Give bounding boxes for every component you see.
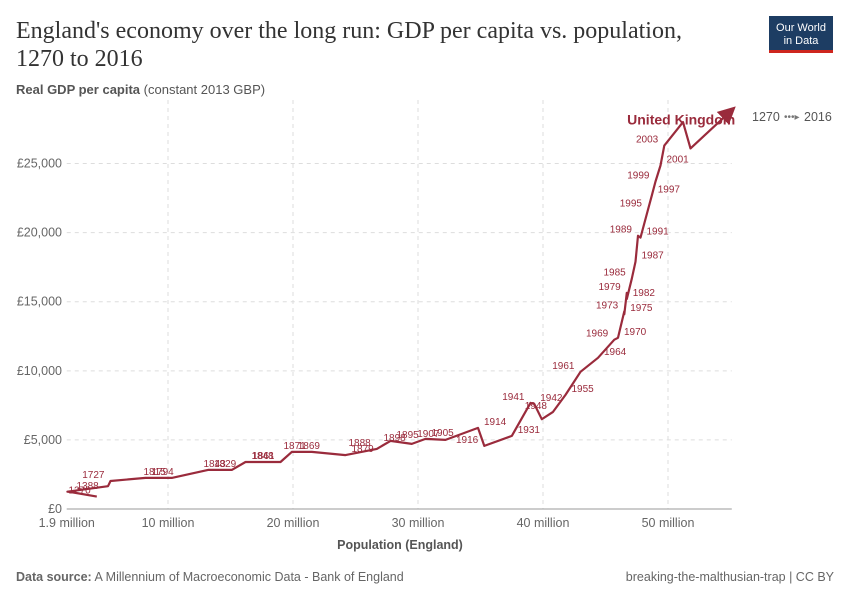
data-label: 1964	[604, 347, 627, 358]
y-tick-label: £15,000	[17, 295, 62, 309]
logo-bar	[769, 50, 833, 53]
data-label: 1969	[586, 329, 609, 340]
data-label: 1898	[384, 433, 407, 444]
footer-right: breaking-the-malthusian-trap | CC BY	[626, 570, 835, 584]
logo-text: Our World	[776, 22, 826, 34]
x-tick-label: 30 million	[392, 516, 445, 530]
data-label: 1879	[352, 444, 375, 455]
data-label: 1388	[77, 481, 100, 492]
data-label: 1270	[69, 486, 92, 497]
data-label: 1985	[604, 268, 627, 279]
data-label: 1829	[214, 459, 237, 470]
x-tick-label: 50 million	[642, 516, 695, 530]
y-tick-label: £5,000	[24, 433, 62, 447]
data-label: 2003	[636, 135, 659, 146]
data-label: 1916	[456, 435, 479, 446]
data-label: 1997	[658, 185, 681, 196]
y-tick-label: £25,000	[17, 157, 62, 171]
data-label: 1931	[518, 425, 541, 436]
y-tick-label: £20,000	[17, 226, 62, 240]
series-line	[66, 106, 736, 498]
data-label: 1973	[596, 300, 619, 311]
data-label: 1843	[204, 459, 227, 470]
data-label: 1794	[152, 467, 175, 478]
data-label: 1991	[647, 227, 670, 238]
x-tick-label: 20 million	[267, 516, 320, 530]
data-label: 1995	[620, 199, 643, 210]
data-label: 1970	[624, 327, 647, 338]
data-label: 1975	[630, 303, 653, 314]
source-bold: Data source:	[16, 570, 92, 584]
data-label: 1869	[298, 441, 321, 452]
source: Data source: A Millennium of Macroeconom…	[16, 570, 404, 584]
data-label: 1948	[525, 401, 548, 412]
data-label: 1888	[349, 438, 372, 449]
series-name: United Kingdom	[627, 111, 735, 127]
legend-arrow: •••▸	[784, 112, 800, 123]
legend-end: 2016	[804, 110, 832, 124]
x-tick-label: 1.9 million	[39, 516, 95, 530]
data-label: 1989	[610, 225, 633, 236]
data-label: 1982	[633, 288, 656, 299]
y-label-bold: Real GDP per capita	[16, 82, 141, 97]
data-label: 2001	[667, 154, 690, 165]
logo-text: in Data	[784, 35, 820, 47]
data-label: 1815	[144, 467, 167, 478]
data-label: 1848	[252, 451, 275, 462]
source-rest: A Millennium of Macroeconomic Data - Ban…	[95, 570, 404, 584]
data-label: 1914	[484, 417, 507, 428]
chart-title: England's economy over the long run: GDP…	[16, 18, 682, 44]
data-label: 1895	[397, 430, 420, 441]
x-tick-label: 10 million	[142, 516, 195, 530]
data-label: 1941	[502, 392, 525, 403]
data-label: 1979	[599, 282, 622, 293]
data-label: 1961	[552, 361, 575, 372]
data-label: 1955	[572, 384, 595, 395]
data-label: 1727	[82, 470, 105, 481]
chart-title: 1270 to 2016	[16, 46, 143, 72]
y-label-rest: (constant 2013 GBP)	[144, 82, 265, 97]
logo	[769, 16, 833, 52]
data-label: 1907	[417, 429, 440, 440]
y-axis-label: Real GDP per capita (constant 2013 GBP)	[16, 82, 265, 97]
y-tick-label: £10,000	[17, 364, 62, 378]
data-label: 1999	[627, 171, 650, 182]
data-label: 1942	[540, 393, 563, 404]
legend-start: 1270	[752, 110, 780, 124]
data-label: 1905	[432, 428, 455, 439]
y-tick-label: £0	[48, 502, 62, 516]
data-label: 1987	[642, 251, 665, 262]
x-axis-label: Population (England)	[337, 538, 463, 552]
data-label: 1861	[252, 451, 275, 462]
x-tick-label: 40 million	[517, 516, 570, 530]
data-label: 1871	[284, 441, 307, 452]
